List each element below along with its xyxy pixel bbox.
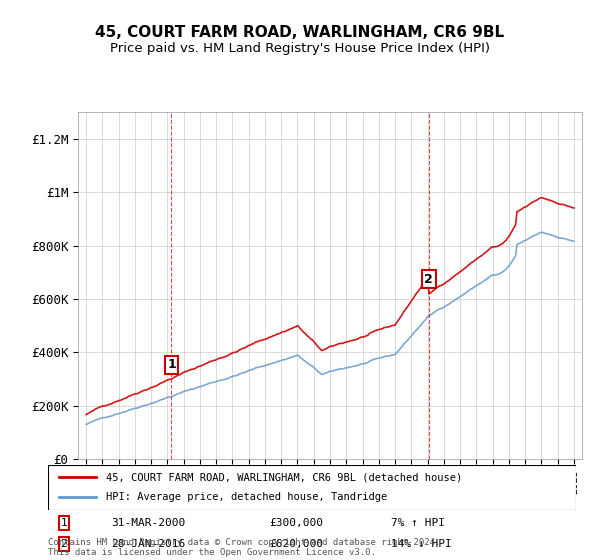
Text: 14% ↓ HPI: 14% ↓ HPI: [391, 539, 452, 549]
Text: Price paid vs. HM Land Registry's House Price Index (HPI): Price paid vs. HM Land Registry's House …: [110, 42, 490, 55]
Text: HPI: Average price, detached house, Tandridge: HPI: Average price, detached house, Tand…: [106, 492, 388, 502]
FancyBboxPatch shape: [48, 465, 576, 510]
Text: 7% ↑ HPI: 7% ↑ HPI: [391, 518, 445, 528]
Text: 45, COURT FARM ROAD, WARLINGHAM, CR6 9BL (detached house): 45, COURT FARM ROAD, WARLINGHAM, CR6 9BL…: [106, 472, 463, 482]
Text: 31-MAR-2000: 31-MAR-2000: [112, 518, 185, 528]
Text: 45, COURT FARM ROAD, WARLINGHAM, CR6 9BL: 45, COURT FARM ROAD, WARLINGHAM, CR6 9BL: [95, 25, 505, 40]
Text: 1: 1: [167, 358, 176, 371]
Text: £620,000: £620,000: [270, 539, 324, 549]
Text: 1: 1: [61, 518, 67, 528]
Text: 2: 2: [61, 539, 67, 549]
Text: £300,000: £300,000: [270, 518, 324, 528]
Text: 2: 2: [424, 273, 433, 286]
Text: Contains HM Land Registry data © Crown copyright and database right 2024.
This d: Contains HM Land Registry data © Crown c…: [48, 538, 440, 557]
Text: 28-JAN-2016: 28-JAN-2016: [112, 539, 185, 549]
